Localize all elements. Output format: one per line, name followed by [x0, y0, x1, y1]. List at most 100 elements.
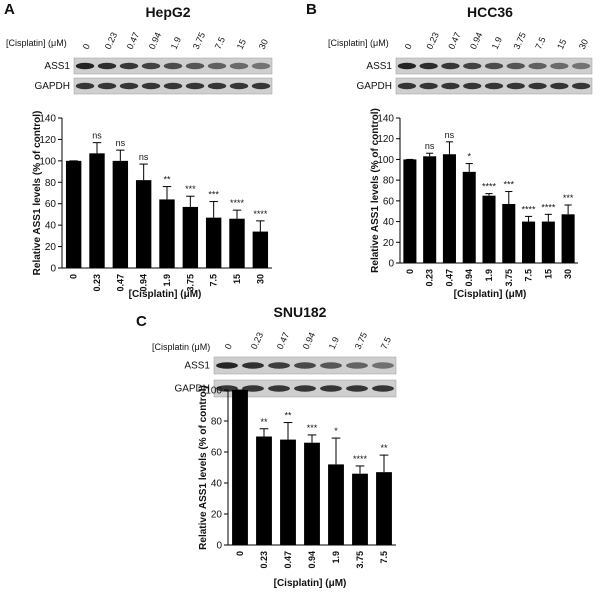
blot-band: [372, 385, 394, 392]
blot-lane-label: 1.9: [327, 335, 341, 351]
blot-lane-label: 0.47: [446, 31, 462, 51]
bar: [232, 390, 248, 545]
blot-lane-label: 0.47: [125, 31, 141, 51]
blot-lane-label: 0.94: [147, 31, 163, 51]
blot-band: [346, 385, 368, 392]
blot-band: [528, 62, 547, 70]
error-bar: [186, 195, 195, 207]
blot-lane-label: 0.94: [301, 331, 317, 351]
blot-band: [419, 82, 438, 90]
y-tick-label: 100: [205, 386, 222, 397]
blot-band: [320, 385, 342, 392]
bar: [328, 464, 344, 545]
blot-band: [207, 62, 227, 70]
panel-label: C: [136, 313, 147, 330]
x-tick-label: 0.23: [92, 274, 102, 292]
blot-band: [571, 82, 591, 90]
x-tick-label: 0: [405, 269, 415, 274]
x-tick-label: 0: [69, 274, 79, 279]
error-bar: [283, 422, 293, 440]
y-tick-label: 60: [383, 196, 395, 207]
blot-row-label: ASS1: [44, 61, 70, 72]
y-axis-label: Relative ASS1 levels (% of control): [370, 108, 381, 273]
x-tick-label: 7.5: [524, 269, 534, 282]
blot-band: [484, 62, 504, 70]
x-tick-label: 0.47: [444, 269, 454, 287]
bar: [252, 231, 269, 268]
blot-lane-label: 7.5: [533, 35, 547, 51]
blot-lane-label: 0.94: [468, 31, 484, 51]
blot-lane-label: 0: [403, 42, 414, 51]
error-bar: [256, 220, 265, 232]
y-tick-label: 80: [45, 178, 57, 189]
error-bar: [564, 204, 572, 215]
y-tick-label: 140: [39, 114, 56, 125]
significance-label: *: [467, 152, 471, 162]
blot-band: [75, 82, 95, 90]
panel-label: B: [306, 1, 317, 18]
blot-lane-label: 3.75: [512, 31, 528, 51]
x-tick-label: 7.5: [209, 274, 219, 287]
blot-band: [294, 362, 316, 369]
blot-band: [463, 82, 482, 90]
significance-label: ****: [541, 202, 556, 212]
significance-label: ***: [208, 190, 219, 200]
x-axis-label: [Cisplatin] (μM): [454, 289, 527, 300]
error-bar: [544, 213, 552, 222]
error-bar: [209, 201, 218, 218]
error-bar: [232, 209, 242, 219]
blot-band: [207, 82, 227, 90]
blot-band: [294, 385, 316, 392]
x-tick-label: 0.94: [307, 551, 317, 569]
blot-band: [242, 362, 264, 369]
bar: [376, 472, 392, 545]
blot-band: [119, 62, 139, 70]
blot-band: [441, 82, 460, 90]
significance-label: ns: [92, 131, 102, 141]
blot-lane-label: 15: [235, 38, 248, 51]
x-tick-label: 3.75: [504, 269, 514, 287]
y-tick-label: 40: [211, 479, 223, 490]
blot-band: [163, 82, 183, 90]
y-axis-label: Relative ASS1 levels (% of control): [198, 385, 209, 550]
panel-title: HepG2: [145, 4, 190, 20]
blot-lane-label: 1.9: [490, 35, 504, 51]
significance-label: ****: [230, 198, 245, 208]
y-tick-label: 60: [211, 448, 223, 459]
blot-band: [141, 82, 161, 90]
significance-label: ***: [185, 184, 196, 194]
bar: [423, 156, 437, 263]
blot-band: [119, 82, 139, 90]
y-tick-label: 100: [377, 155, 394, 166]
error-bar: [445, 141, 454, 155]
blot-band: [506, 62, 525, 70]
x-tick-label: 1.9: [162, 274, 172, 287]
y-tick-label: 40: [383, 217, 395, 228]
blot-lane-label: 30: [257, 38, 270, 51]
blot-band: [268, 385, 290, 392]
blot-band: [441, 62, 460, 70]
blot-band: [550, 62, 569, 70]
blot-band: [229, 82, 249, 90]
x-tick-label: 30: [563, 269, 573, 279]
blot-row-label: GAPDH: [356, 81, 392, 92]
error-bar: [426, 152, 434, 157]
blot-band: [97, 82, 117, 90]
blot-band: [397, 62, 417, 70]
x-tick-label: 3.75: [355, 551, 365, 569]
x-tick-label: 30: [255, 274, 265, 284]
panel-label: A: [4, 1, 15, 18]
blot-treatment-label: [Cisplatin] (μM): [6, 38, 67, 48]
blot-lane-label: 0: [81, 42, 92, 51]
bar: [65, 160, 82, 268]
blot-lane-label: 0.47: [275, 331, 291, 351]
significance-label: ****: [482, 182, 497, 192]
error-bar: [331, 437, 341, 465]
y-tick-label: 0: [50, 264, 56, 275]
blot-row-label: ASS1: [366, 61, 392, 72]
blot-band: [571, 62, 591, 70]
y-tick-label: 120: [377, 134, 394, 145]
y-tick-label: 0: [388, 259, 394, 270]
bar: [229, 218, 245, 268]
blot-lane-label: 3.75: [353, 331, 369, 351]
